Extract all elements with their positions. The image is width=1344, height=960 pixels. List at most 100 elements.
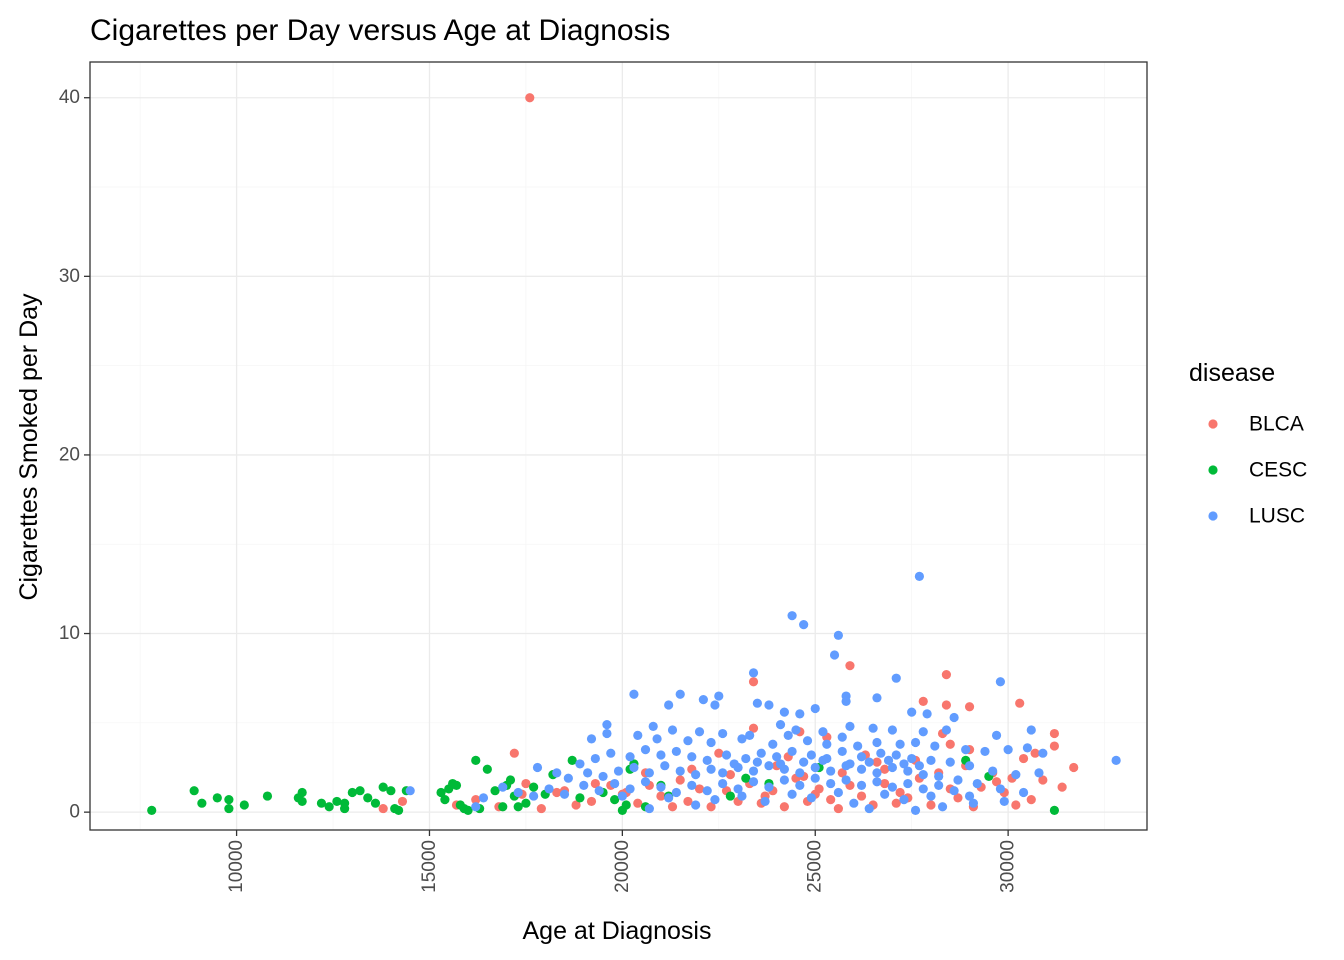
legend-label-lusc: LUSC <box>1249 505 1305 528</box>
legend-label-blca: BLCA <box>1249 413 1304 436</box>
lusc-point <box>856 764 867 774</box>
blca-point <box>590 778 600 789</box>
lusc-point <box>964 791 975 801</box>
lusc-point <box>779 707 789 717</box>
blca-point <box>891 798 901 808</box>
cesc-point <box>147 805 157 815</box>
lusc-point <box>629 689 639 699</box>
blca-point <box>1057 782 1067 792</box>
lusc-point <box>930 741 940 751</box>
blca-point <box>926 800 936 810</box>
lusc-point <box>872 777 882 787</box>
lusc-point <box>563 773 573 783</box>
lusc-point <box>918 784 928 794</box>
lusc-point <box>872 737 882 748</box>
lusc-point <box>729 759 739 769</box>
lusc-point <box>602 720 612 730</box>
lusc-point <box>764 700 774 710</box>
lusc-point <box>1038 748 1048 758</box>
lusc-point <box>914 571 924 581</box>
legend: disease BLCA CESC LUSC <box>1189 359 1307 528</box>
cesc-point <box>297 796 307 807</box>
lusc-point <box>583 768 593 778</box>
blca-point <box>378 803 388 814</box>
y-tick-label: 30 <box>59 266 80 287</box>
lusc-point <box>529 791 539 801</box>
lusc-point <box>691 800 701 810</box>
lusc-point <box>1022 743 1033 753</box>
lusc-point <box>795 780 805 790</box>
blca-point <box>918 696 928 707</box>
cesc-point <box>378 782 388 792</box>
lusc-point <box>926 791 936 801</box>
lusc-point <box>787 611 797 621</box>
lusc-point <box>853 741 863 751</box>
lusc-point <box>748 766 759 776</box>
cesc-point <box>725 791 735 801</box>
lusc-point <box>891 673 901 683</box>
lusc-point <box>671 746 681 757</box>
lusc-point <box>721 750 732 760</box>
cesc-point <box>471 755 481 765</box>
cesc-point <box>332 796 342 807</box>
blca-point <box>1049 728 1060 739</box>
lusc-point <box>772 752 782 762</box>
cesc-point <box>355 786 365 796</box>
lusc-point <box>532 762 543 773</box>
blca-point <box>1049 741 1060 751</box>
lusc-point <box>648 721 658 732</box>
lusc-point <box>899 759 909 769</box>
legend-title: disease <box>1189 359 1275 387</box>
lusc-point <box>964 761 975 771</box>
x-tick-label: 10000 <box>226 840 247 893</box>
blca-point <box>1069 762 1079 773</box>
cesc-point <box>1049 805 1060 815</box>
cesc-point <box>297 787 307 798</box>
lusc-point <box>748 668 759 678</box>
blca-point <box>552 787 562 798</box>
lusc-point <box>733 784 743 794</box>
blca-point <box>845 661 855 671</box>
lusc-point <box>876 748 886 758</box>
blca-point <box>833 803 843 814</box>
blca-point <box>953 793 963 803</box>
lusc-point <box>660 761 670 771</box>
lusc-point <box>856 780 867 790</box>
lusc-point <box>968 798 979 808</box>
lusc-point <box>806 793 816 803</box>
lusc-point <box>833 787 843 798</box>
lusc-point <box>779 775 789 785</box>
cesc-point <box>741 773 751 783</box>
lusc-point <box>887 782 897 792</box>
lusc-point <box>775 759 786 769</box>
legend-key-cesc <box>1208 465 1218 475</box>
minor-gridlines <box>90 62 1147 830</box>
lusc-point <box>752 757 762 767</box>
lusc-point <box>914 761 924 771</box>
lusc-point <box>598 771 608 782</box>
cesc-point <box>451 780 462 790</box>
cesc-point <box>212 793 222 803</box>
lusc-point <box>1003 745 1013 755</box>
major-gridlines <box>90 62 1147 830</box>
lusc-point <box>918 770 928 780</box>
blca-point <box>725 770 735 780</box>
lusc-point <box>764 761 774 771</box>
x-tick-label: 25000 <box>805 840 826 893</box>
lusc-point <box>687 780 697 790</box>
lusc-point <box>995 784 1006 794</box>
lusc-point <box>953 775 963 785</box>
cesc-point <box>567 755 577 765</box>
cesc-point <box>189 786 199 796</box>
lusc-point <box>625 752 635 762</box>
lusc-point <box>949 786 959 796</box>
lusc-point <box>610 778 620 789</box>
y-tick-label: 40 <box>59 87 80 108</box>
lusc-point <box>718 768 728 778</box>
lusc-point <box>945 757 955 767</box>
lusc-point <box>795 768 805 778</box>
lusc-point <box>841 775 851 785</box>
lusc-point <box>837 746 847 757</box>
blca-point <box>748 723 759 733</box>
lusc-point <box>656 750 666 760</box>
